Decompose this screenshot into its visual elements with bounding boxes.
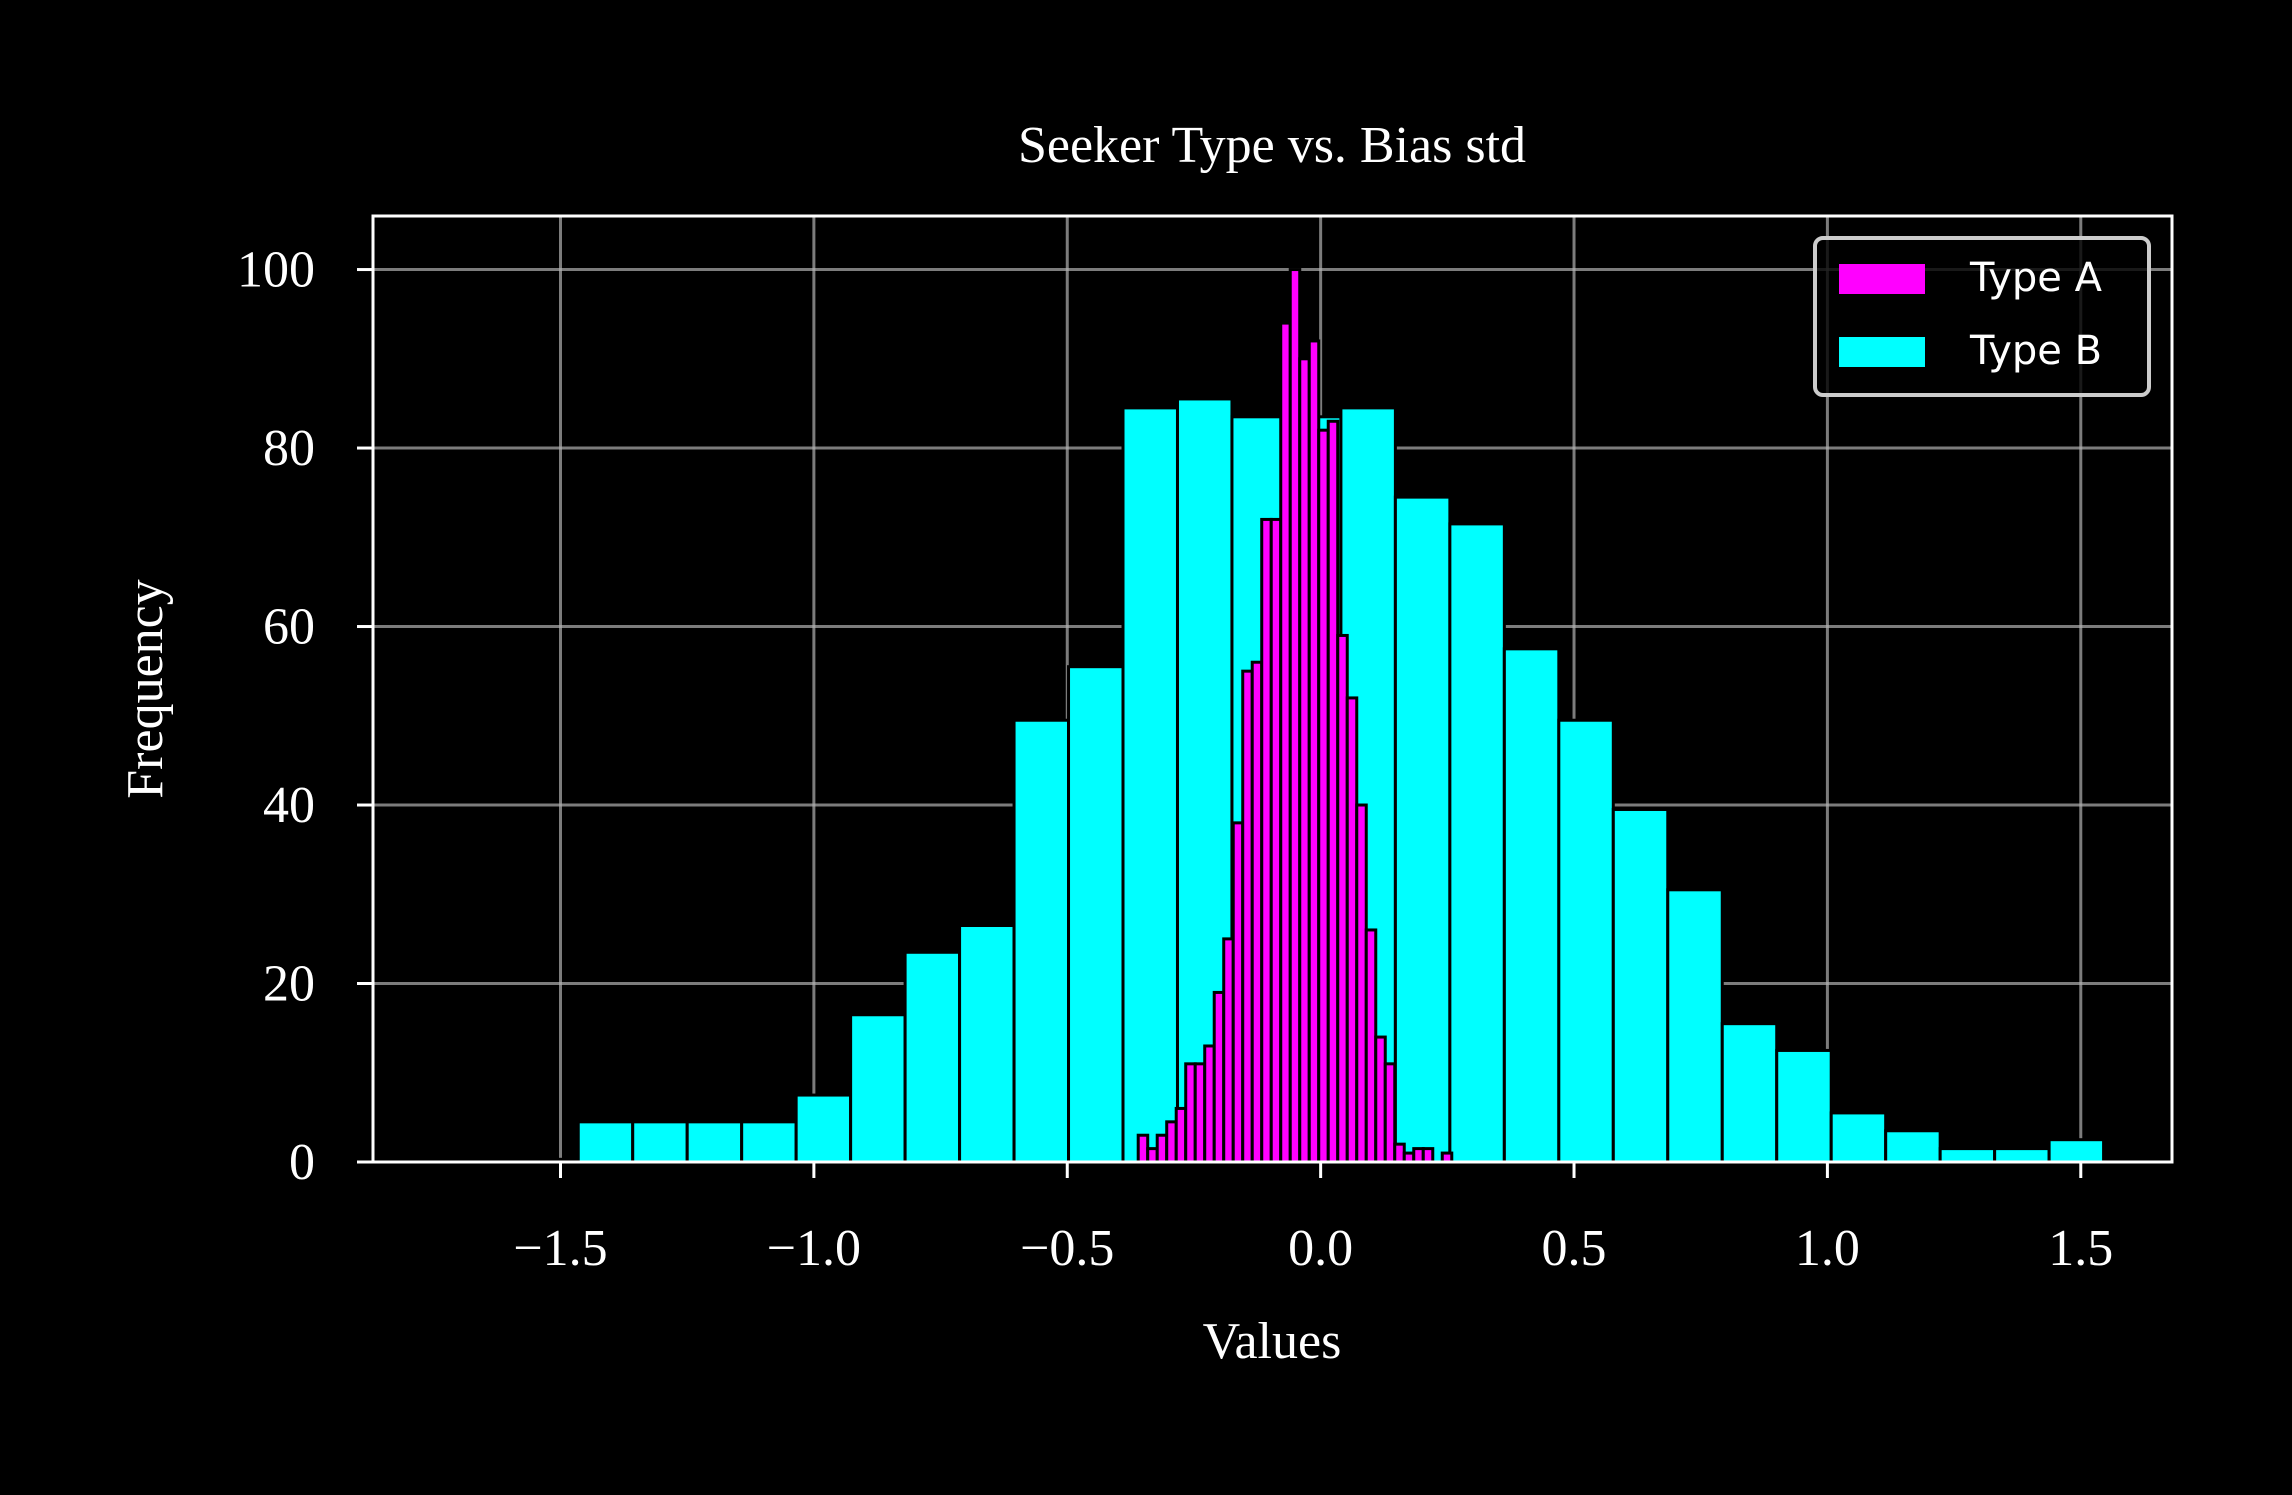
x-tick-label: 1.0	[1795, 1220, 1860, 1277]
x-tick-label: −1.0	[767, 1220, 861, 1277]
y-tick-label: 0	[289, 1134, 315, 1191]
chart-title: Seeker Type vs. Bias std	[1018, 117, 1526, 174]
type-b-bar	[849, 1013, 907, 1164]
legend-swatch-type-a	[1839, 264, 1925, 294]
y-tick-label: 60	[263, 599, 315, 656]
type-b-bar	[903, 950, 962, 1164]
legend: Type A Type B	[1813, 236, 2151, 397]
type-b-bar	[1067, 665, 1125, 1164]
type-b-bar	[1666, 888, 1724, 1164]
y-tick-label: 20	[263, 956, 315, 1013]
type-b-bar	[1720, 1022, 1779, 1164]
y-tick-label: 100	[237, 242, 315, 299]
type-b-bar	[631, 1120, 689, 1164]
y-tick-label: 80	[263, 420, 315, 477]
x-tick-label: 0.0	[1288, 1220, 1353, 1277]
type-b-bar	[794, 1093, 853, 1164]
type-b-bar	[1775, 1048, 1833, 1164]
type-b-bar	[1829, 1111, 1888, 1164]
type-b-bar	[685, 1120, 744, 1164]
x-axis-label: Values	[1203, 1313, 1342, 1370]
axis-ticks: −1.5 −1.0 −0.5 0.0 0.5 1.0 1.5 0 20 40 60 80 100	[237, 242, 2113, 1277]
type-b-bar	[1393, 495, 1452, 1164]
y-axis-label: Frequency	[117, 579, 174, 798]
type-a-bar	[1421, 1147, 1435, 1164]
x-tick-label: 0.5	[1542, 1220, 1607, 1277]
legend-swatch-type-b	[1839, 337, 1925, 367]
legend-label-type-a: Type A	[1969, 255, 2103, 301]
x-tick-label: 1.5	[2048, 1220, 2113, 1277]
type-b-bar	[1938, 1147, 1997, 1164]
legend-label-type-b: Type B	[1969, 328, 2102, 374]
type-b-bar	[1012, 718, 1071, 1164]
type-b-bar	[1448, 522, 1506, 1164]
y-tick-label: 40	[263, 777, 315, 834]
type-b-bar	[1611, 807, 1670, 1164]
type-b-bar	[2047, 1138, 2106, 1164]
type-b-bar	[1557, 718, 1615, 1164]
type-b-bar	[1502, 647, 1561, 1164]
type-b-bar	[740, 1120, 798, 1164]
type-b-bar	[958, 924, 1016, 1164]
type-b-bar	[1884, 1129, 1942, 1164]
type-b-bar	[1993, 1147, 2051, 1164]
x-tick-label: −0.5	[1020, 1220, 1114, 1277]
type-b-bar	[576, 1120, 635, 1164]
x-tick-label: −1.5	[513, 1220, 607, 1277]
type-b-bar	[1121, 406, 1179, 1164]
axes-frame	[371, 214, 2174, 1164]
